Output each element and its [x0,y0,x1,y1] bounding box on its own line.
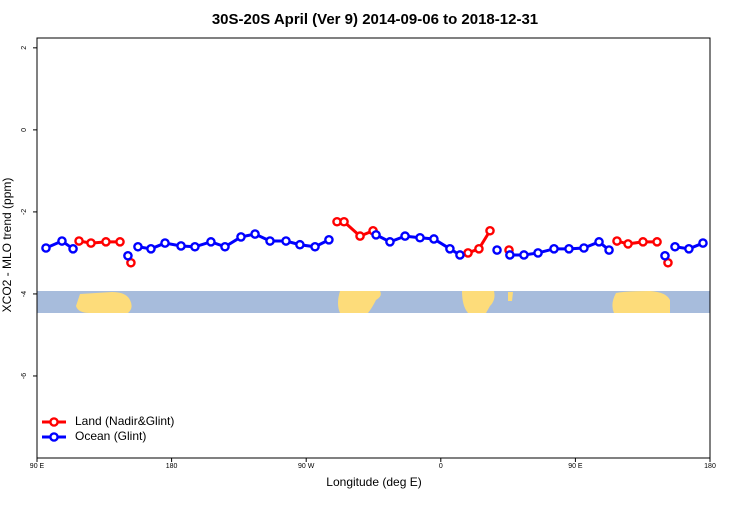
land-shape [612,291,670,313]
land-shape [462,291,495,313]
map-strip [37,291,710,313]
data-point [68,244,78,254]
legend-label: Ocean (Glint) [75,429,146,443]
legend-label: Land (Nadir&Glint) [75,414,174,428]
data-point [660,250,670,261]
data-point [236,232,246,242]
data-point [41,243,51,253]
data-point [101,237,111,247]
x-tick-label: 180 [704,463,716,470]
data-point [549,244,559,254]
data-point [206,237,216,247]
data-point [176,241,186,251]
plot-frame [36,37,711,459]
data-point [455,250,465,260]
data-point [612,236,622,246]
y-tick-label: -6 [21,373,28,379]
data-point [604,245,614,255]
data-point [400,231,410,241]
data-point [355,231,365,241]
x-tick-label: 90 E [568,463,583,470]
data-point [190,241,200,252]
x-tick-label: 90 W [298,463,315,470]
data-point [281,236,291,246]
data-point [579,243,589,253]
y-tick-label: -4 [21,291,28,297]
y-tick-label: 2 [21,46,28,50]
x-tick-label: 0 [439,463,443,470]
data-point [505,250,515,260]
data-point [385,237,395,247]
data-point [295,239,305,250]
y-tick-label: 0 [21,128,28,132]
data-point [463,248,473,258]
x-tick-label: 180 [166,463,178,470]
data-point [220,241,230,252]
data-point [415,232,425,243]
data-point [684,244,694,254]
data-point [670,241,680,252]
data-point [133,241,143,252]
data-point [698,238,708,248]
data-point [160,238,170,248]
data-point [74,236,84,246]
data-point [265,236,275,246]
land-shape [508,292,513,301]
data-point [564,244,574,254]
data-point [492,245,502,255]
legend: Land (Nadir&Glint)Ocean (Glint) [42,414,174,443]
data-point [533,248,543,258]
y-tick-label: -2 [21,209,28,215]
data-point [519,250,529,260]
data-point [86,238,96,248]
land-shape [76,292,132,313]
data-point [485,225,495,236]
data-point [250,229,260,239]
data-point [146,244,156,254]
data-point [429,234,439,244]
data-point [371,230,381,240]
data-point [339,216,349,227]
legend-marker [49,432,59,442]
x-tick-label: 90 E [30,463,45,470]
chart-title: 30S-20S April (Ver 9) 2014-09-06 to 2018… [212,11,538,28]
y-axis-label: XCO2 - MLO trend (ppm) [0,178,14,313]
data-point [474,244,484,254]
data-point [324,234,334,245]
data-point [594,237,604,247]
data-point [57,236,67,246]
data-point [652,237,662,247]
data-point [623,239,633,249]
data-point [115,237,125,247]
legend-marker [49,417,59,427]
data-point [445,244,455,254]
data-point [310,241,320,252]
data-point [123,250,133,261]
data-point [638,237,648,247]
x-axis-label: Longitude (deg E) [326,475,421,489]
land-shape [338,291,381,313]
